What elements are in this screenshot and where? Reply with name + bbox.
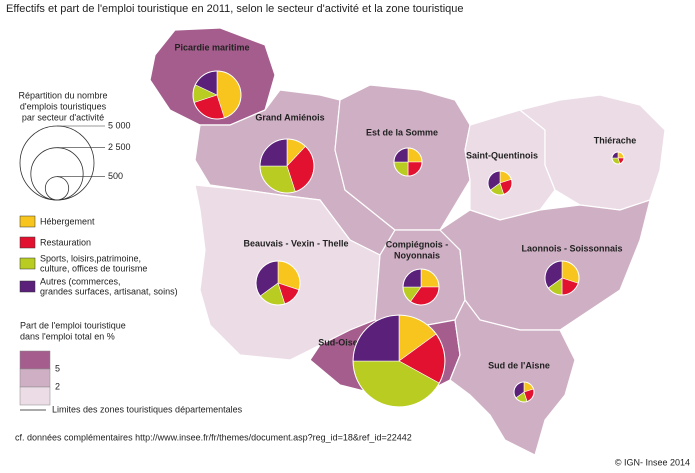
zone-label: Laonnois - Soissonnais <box>521 243 622 253</box>
zone-label: Noyonnais <box>394 250 440 260</box>
share-swatch <box>19 350 51 370</box>
sector-label: Hébergement <box>40 216 95 226</box>
pie-outline <box>352 314 446 408</box>
zone-label: Beauvais - Vexin - Thelle <box>243 238 348 248</box>
size-circle <box>44 176 70 201</box>
boundary-label: Limites des zones touristiques départeme… <box>52 404 243 414</box>
credit: © IGN- Insee 2014 <box>615 457 690 467</box>
size-legend-title: d'emplois touristiques <box>20 101 107 111</box>
size-circle <box>19 125 95 201</box>
sector-swatch <box>19 257 36 270</box>
share-swatch <box>19 368 51 388</box>
size-circle <box>30 147 84 201</box>
sector-label: Restauration <box>40 237 91 247</box>
size-label: 500 <box>108 171 123 181</box>
source: cf. données complémentaires http://www.i… <box>15 432 412 442</box>
title: Effectifs et part de l'emploi touristiqu… <box>6 3 464 15</box>
pie-outline <box>255 260 301 306</box>
zone-label: Saint-Quentinois <box>466 150 538 160</box>
sector-swatch <box>19 236 36 249</box>
overlay: Picardie maritime Grand Amiénois Est de la… <box>18 42 637 408</box>
zone-label: Picardie maritime <box>174 42 249 52</box>
share-legend-title: dans l'emploi total en % <box>20 331 115 341</box>
size-legend-title: par secteur d'activité <box>22 112 104 122</box>
zone-label: Est de la Somme <box>366 127 438 137</box>
pie-outline <box>544 260 580 296</box>
pie-outline <box>513 381 535 403</box>
pie-outline <box>393 147 423 177</box>
sector-swatch <box>19 280 36 293</box>
sector-label: grandes surfaces, artisanat, soins) <box>40 286 178 296</box>
zone-label: Thiérache <box>594 135 637 145</box>
sector-swatch <box>19 215 36 228</box>
pie-outline <box>611 151 625 165</box>
pie-outline <box>402 268 440 306</box>
size-label: 5 000 <box>108 120 131 130</box>
sector-label: culture, offices de tourisme <box>40 263 147 273</box>
zone <box>449 298 576 456</box>
pie-outline <box>487 170 513 196</box>
zone-label: Grand Amiénois <box>255 112 324 122</box>
pie-outline <box>192 70 242 120</box>
zone-label: Compiégnois - <box>386 239 449 249</box>
zone-label: Sud-Oise <box>318 337 358 347</box>
pie-outline <box>259 138 315 194</box>
sector-label: Sports, loisirs,patrimoine, <box>40 253 141 263</box>
sector-label: Autres (commerces, <box>40 276 121 286</box>
share-threshold: 5 <box>55 363 60 373</box>
share-threshold: 2 <box>55 381 60 391</box>
zone-label: Sud de l'Aisne <box>488 360 550 370</box>
share-legend-title: Part de l'emploi touristique <box>20 320 126 330</box>
size-label: 2 500 <box>108 142 131 152</box>
share-swatch <box>19 386 51 406</box>
size-legend-title: Répartition du nombre <box>18 90 107 100</box>
